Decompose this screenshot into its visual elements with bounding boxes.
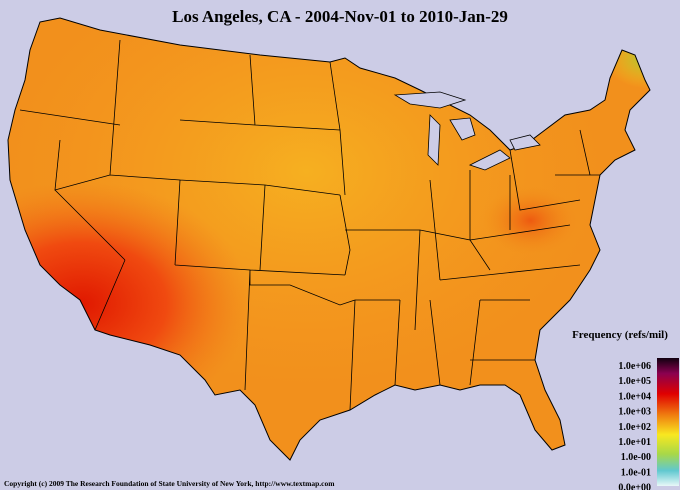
- legend-label: 1.0e+01: [618, 437, 651, 448]
- legend-label: 1.0e+02: [618, 422, 651, 433]
- map-title: Los Angeles, CA - 2004-Nov-01 to 2010-Ja…: [172, 7, 508, 26]
- great-lakes: [393, 91, 541, 171]
- legend-label: 1.0e+06: [618, 361, 651, 372]
- legend-label: 1.0e-00: [621, 452, 651, 463]
- color-scale: [657, 358, 679, 486]
- legend-label: 1.0e+03: [618, 407, 651, 418]
- legend-label: 1.0e+05: [618, 376, 651, 387]
- legend-title: Frequency (refs/mil): [572, 329, 668, 341]
- copyright: Copyright (c) 2009 The Research Foundati…: [4, 479, 335, 488]
- legend-labels: 1.0e+06 1.0e+05 1.0e+04 1.0e+03 1.0e+02 1.0e+…: [618, 361, 651, 490]
- legend-label: 1.0e+04: [618, 391, 651, 402]
- state-borders: [19, 39, 600, 411]
- legend-label: 1.0e-01: [621, 467, 651, 478]
- legend-label: 0.0e+00: [618, 483, 651, 490]
